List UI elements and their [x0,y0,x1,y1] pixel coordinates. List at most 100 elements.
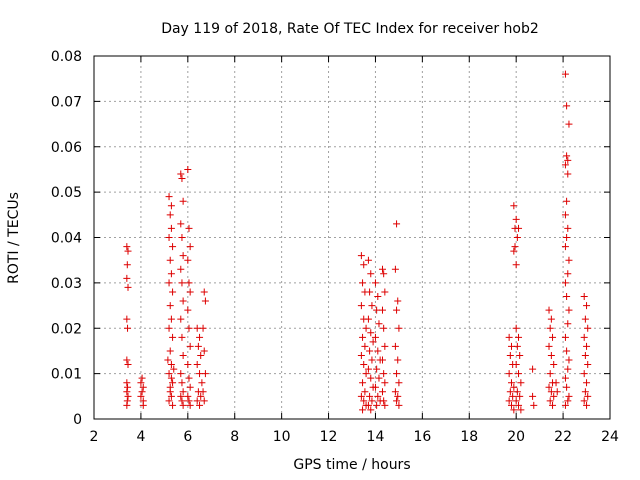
data-point [124,361,132,369]
axis-ticks [93,55,611,420]
y-tick-label: 0.05 [51,185,82,201]
data-points [123,70,592,414]
data-point [178,234,186,241]
data-point [186,383,194,391]
data-point [185,397,193,405]
data-point [184,306,192,314]
data-point [123,356,131,364]
data-point [529,365,537,373]
data-point [196,333,204,341]
data-point [515,370,523,378]
y-tick-label: 0.08 [51,49,82,65]
data-point [561,70,569,78]
data-point [366,347,374,355]
data-point [186,401,194,409]
data-point [177,370,185,378]
grid-lines [94,56,610,419]
data-point [553,388,561,396]
data-point [584,392,592,400]
data-point [394,356,402,364]
data-point [199,388,207,396]
data-point [366,288,374,296]
data-point [505,333,513,341]
data-point [359,379,367,387]
data-point [516,392,524,400]
data-point [373,401,381,409]
data-point [184,361,192,369]
data-point [546,324,554,332]
x-tick-label: 6 [183,429,192,445]
data-point [516,351,524,359]
data-point [170,365,178,373]
y-tick-label: 0.07 [51,94,82,110]
data-point [581,351,589,359]
data-point [165,397,173,405]
x-tick-label: 14 [367,429,385,445]
data-point [124,383,132,391]
data-point [512,261,520,269]
data-point [511,243,519,251]
data-point [167,315,175,323]
data-point [364,315,372,323]
data-point [167,270,175,278]
data-point [374,292,382,300]
data-point [124,392,132,400]
y-tick-label: 0.04 [51,231,82,247]
data-point [166,302,174,310]
data-point [137,379,145,387]
data-point [515,401,523,409]
data-point [381,379,389,387]
chart-title: Day 119 of 2018, Rate Of TEC Index for r… [161,21,539,37]
data-point [380,270,388,278]
data-point [549,401,557,409]
data-point [359,279,367,287]
data-point [563,347,571,355]
data-point [564,365,572,373]
data-point [563,102,571,110]
data-point [564,156,572,164]
data-point [179,297,187,305]
data-point [507,342,515,350]
data-point [529,392,537,400]
data-point [178,175,186,183]
data-point [371,279,379,287]
data-point [364,365,372,373]
data-point [513,342,521,350]
data-point [546,397,554,405]
data-point [381,401,389,409]
data-point [165,193,173,201]
data-point [139,383,147,391]
data-point [391,265,399,273]
data-point [169,288,177,296]
data-point [124,324,132,332]
data-point [123,388,131,396]
data-point [561,374,569,382]
data-point [378,356,386,364]
data-point [196,401,204,409]
data-point [563,383,571,391]
data-point [581,388,589,396]
data-point [124,283,132,291]
data-point [583,302,591,310]
data-point [184,256,192,264]
data-point [362,370,370,378]
x-tick-label: 24 [601,429,619,445]
data-point [179,351,187,359]
data-point [167,392,175,400]
data-point [561,161,569,169]
y-tick-label: 0.03 [51,276,82,292]
data-point [378,265,386,273]
data-point [565,256,573,264]
data-point [200,288,208,296]
data-point [565,306,573,314]
data-point [186,243,194,251]
data-point [563,234,571,241]
data-point [367,270,375,278]
data-point [506,351,514,359]
data-point [380,324,388,332]
data-point [517,379,525,387]
data-point [513,234,521,241]
y-tick-label: 0.06 [51,140,82,156]
data-point [507,379,515,387]
